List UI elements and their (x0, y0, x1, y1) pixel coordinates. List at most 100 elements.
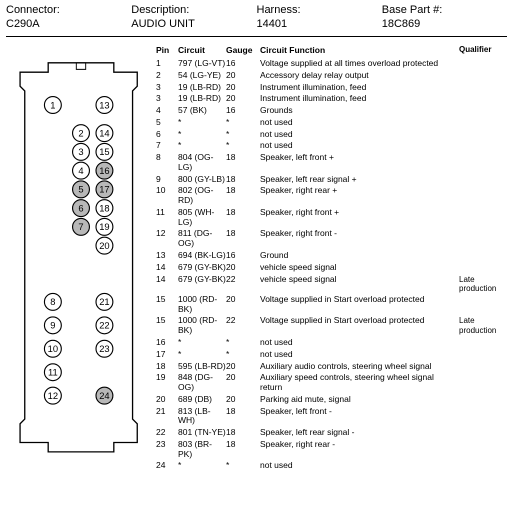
cell-function: not used (260, 350, 459, 360)
svg-text:16: 16 (99, 166, 109, 176)
cell-qualifier (459, 94, 507, 104)
cell-gauge: 18 (226, 175, 260, 185)
cell-function: Accessory delay relay output (260, 71, 459, 81)
svg-text:10: 10 (48, 344, 58, 354)
cell-circuit: 595 (LB-RD) (178, 362, 226, 372)
cell-circuit: 679 (GY-BK) (178, 275, 226, 293)
cell-circuit: 811 (DG-OG) (178, 229, 226, 249)
table-row: 20689 (DB)20Parking aid mute, signal (156, 394, 507, 406)
cell-pin: 23 (156, 440, 178, 460)
col-function: Circuit Function (260, 45, 459, 55)
cell-gauge: * (226, 130, 260, 140)
table-row: 151000 (RD-BK)20Voltage supplied in Star… (156, 294, 507, 316)
cell-circuit: 800 (GY-LB) (178, 175, 226, 185)
cell-function: Speaker, left front - (260, 407, 459, 427)
table-row: 13694 (BK-LG)16Ground (156, 250, 507, 262)
cell-circuit: 801 (TN-YE) (178, 428, 226, 438)
cell-circuit: 19 (LB-RD) (178, 83, 226, 93)
cell-qualifier (459, 407, 507, 427)
svg-text:8: 8 (50, 297, 55, 307)
cell-circuit: 797 (LG-VT) (178, 59, 226, 69)
col-circuit: Circuit (178, 45, 226, 55)
cell-qualifier (459, 141, 507, 151)
svg-text:21: 21 (99, 297, 109, 307)
cell-function: Speaker, right front - (260, 229, 459, 249)
cell-gauge: 20 (226, 295, 260, 315)
cell-pin: 9 (156, 175, 178, 185)
svg-text:22: 22 (99, 321, 109, 331)
cell-circuit: 694 (BK-LG) (178, 251, 226, 261)
table-row: 18595 (LB-RD)20Auxiliary audio controls,… (156, 361, 507, 373)
cell-gauge: * (226, 118, 260, 128)
cell-pin: 4 (156, 106, 178, 116)
cell-gauge: 22 (226, 316, 260, 336)
cell-qualifier (459, 263, 507, 273)
cell-function: Voltage supplied in Start overload prote… (260, 295, 459, 315)
table-row: 457 (BK)16Grounds (156, 105, 507, 117)
cell-function: Auxiliary audio controls, steering wheel… (260, 362, 459, 372)
cell-qualifier: Late production (459, 275, 507, 293)
table-row: 7**not used (156, 140, 507, 152)
cell-function: vehicle speed signal (260, 263, 459, 273)
cell-function: not used (260, 118, 459, 128)
table-header: Pin Circuit Gauge Circuit Function Quali… (156, 45, 507, 55)
svg-text:2: 2 (78, 128, 83, 138)
connector-diagram: 123456789101112131415161718192021222324 (6, 45, 156, 472)
cell-function: Voltage supplied in Start overload prote… (260, 316, 459, 336)
svg-text:5: 5 (78, 185, 83, 195)
cell-qualifier (459, 175, 507, 185)
cell-gauge: 20 (226, 83, 260, 93)
svg-text:17: 17 (99, 185, 109, 195)
svg-text:19: 19 (99, 222, 109, 232)
svg-text:24: 24 (99, 391, 109, 401)
cell-function: Speaker, left rear signal + (260, 175, 459, 185)
cell-gauge: 20 (226, 395, 260, 405)
cell-gauge: * (226, 350, 260, 360)
cell-pin: 13 (156, 251, 178, 261)
cell-pin: 15 (156, 316, 178, 336)
cell-qualifier (459, 251, 507, 261)
cell-function: Speaker, left front + (260, 153, 459, 173)
cell-pin: 5 (156, 118, 178, 128)
cell-pin: 6 (156, 130, 178, 140)
cell-gauge: 18 (226, 407, 260, 427)
basepart-label: Base Part #: (382, 4, 507, 16)
cell-pin: 2 (156, 71, 178, 81)
table-row: 14679 (GY-BK)20vehicle speed signal (156, 262, 507, 274)
cell-pin: 3 (156, 94, 178, 104)
cell-qualifier (459, 395, 507, 405)
cell-function: Speaker, right rear - (260, 440, 459, 460)
header: Connector: C290A Description: AUDIO UNIT… (6, 4, 507, 37)
cell-qualifier (459, 440, 507, 460)
cell-circuit: 803 (BR-PK) (178, 440, 226, 460)
table-row: 22801 (TN-YE)18Speaker, left rear signal… (156, 427, 507, 439)
cell-circuit: * (178, 118, 226, 128)
cell-function: not used (260, 461, 459, 471)
cell-function: not used (260, 141, 459, 151)
cell-pin: 10 (156, 186, 178, 206)
cell-gauge: 18 (226, 229, 260, 249)
col-gauge: Gauge (226, 45, 260, 55)
cell-qualifier (459, 106, 507, 116)
cell-qualifier (459, 229, 507, 249)
col-pin: Pin (156, 45, 178, 55)
table-row: 6**not used (156, 129, 507, 141)
cell-gauge: 18 (226, 428, 260, 438)
cell-circuit: 1000 (RD-BK) (178, 295, 226, 315)
cell-gauge: 20 (226, 362, 260, 372)
cell-gauge: 20 (226, 94, 260, 104)
cell-qualifier (459, 362, 507, 372)
cell-function: not used (260, 338, 459, 348)
svg-text:13: 13 (99, 100, 109, 110)
cell-qualifier (459, 428, 507, 438)
table-row: 319 (LB-RD)20Instrument illumination, fe… (156, 93, 507, 105)
cell-pin: 3 (156, 83, 178, 93)
cell-circuit: * (178, 350, 226, 360)
cell-gauge: * (226, 461, 260, 471)
svg-text:12: 12 (48, 391, 58, 401)
cell-circuit: * (178, 461, 226, 471)
cell-pin: 7 (156, 141, 178, 151)
cell-pin: 8 (156, 153, 178, 173)
svg-text:14: 14 (99, 128, 109, 138)
table-row: 254 (LG-YE)20Accessory delay relay outpu… (156, 70, 507, 82)
